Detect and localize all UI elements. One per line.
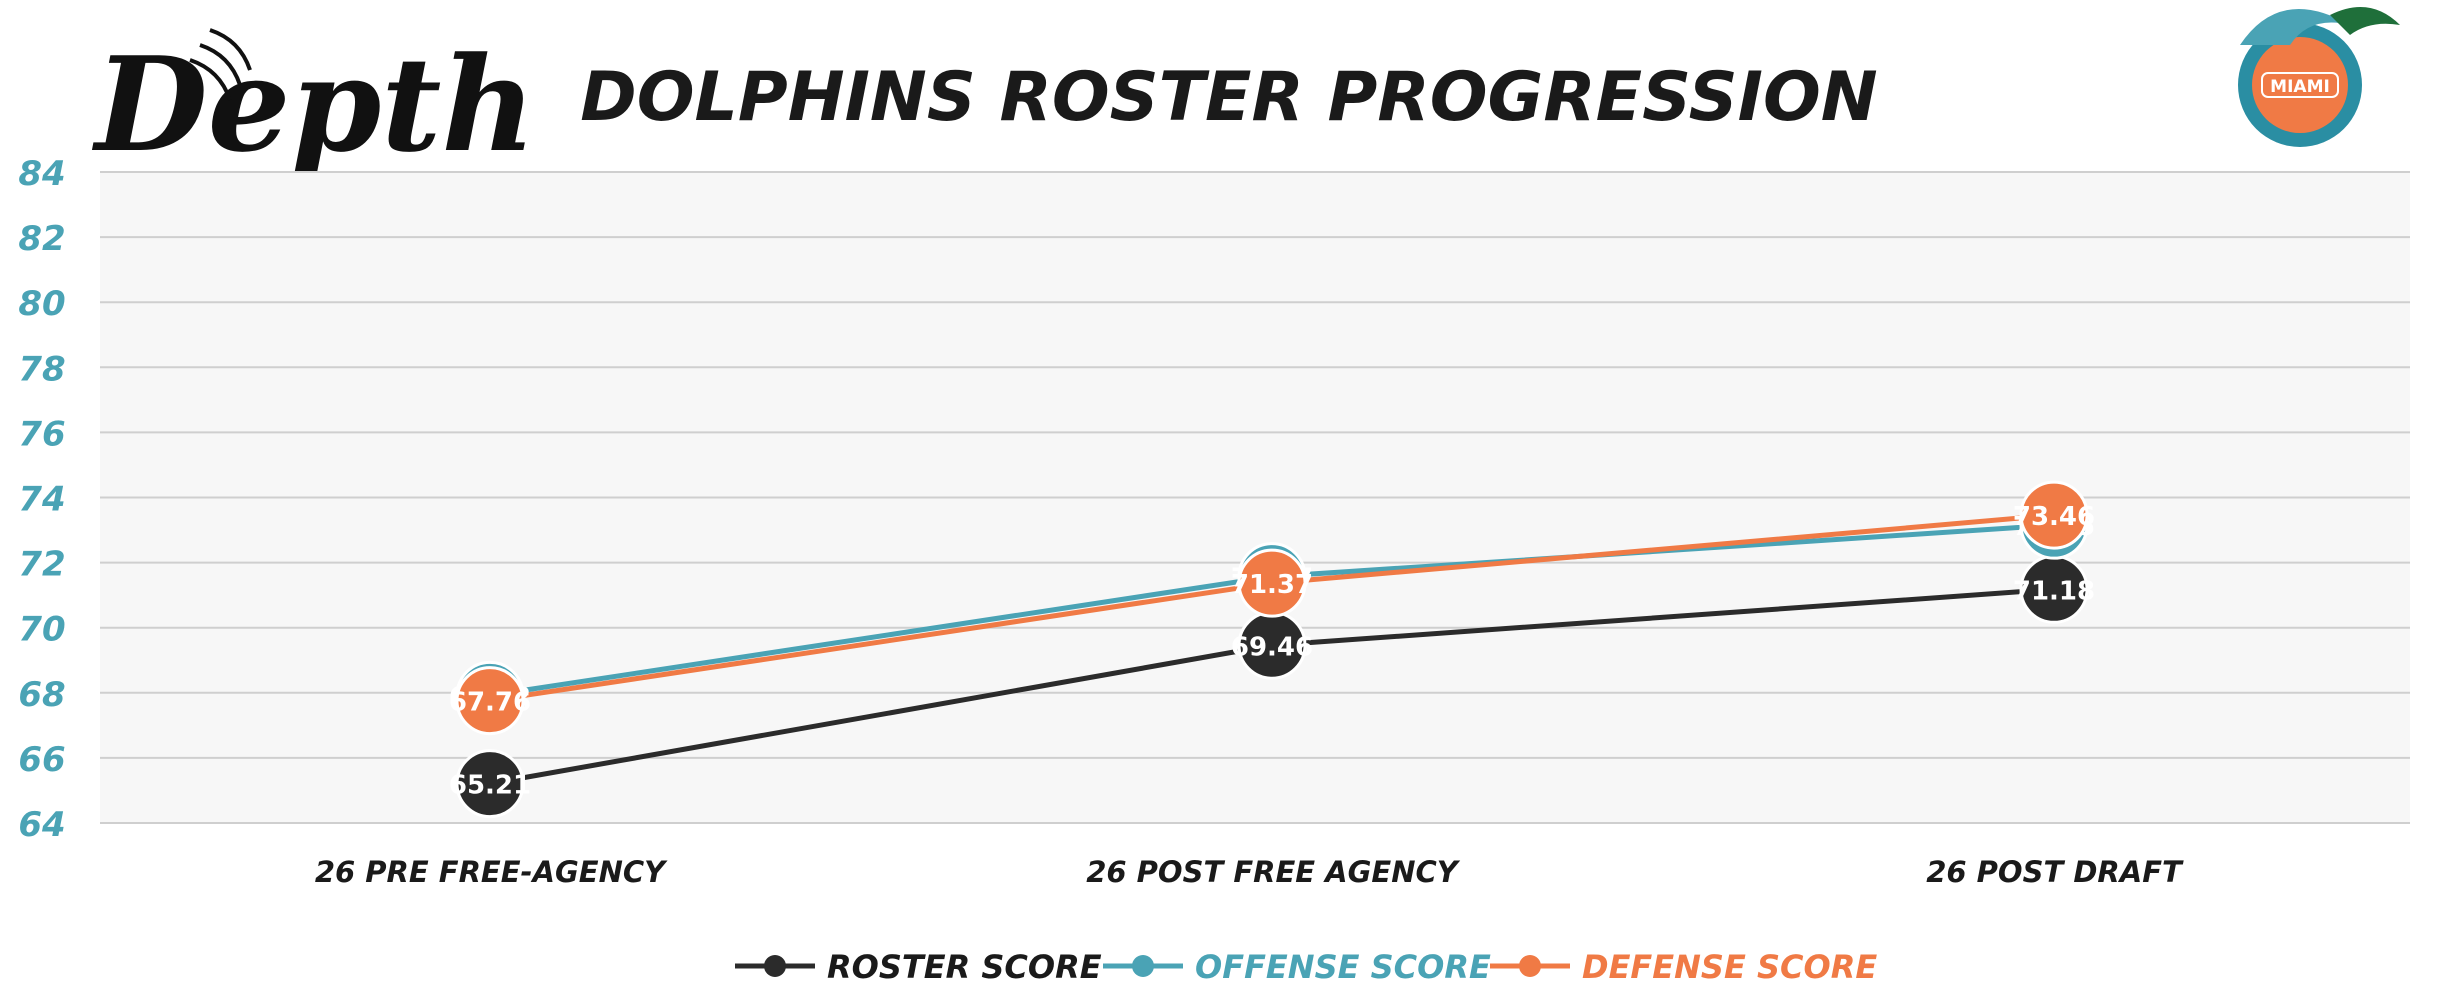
y-tick-label: 68 bbox=[18, 675, 65, 715]
plot-area: 64 66 68 70 72 74 76 78 80 82 84 26 PRE FREE-AGENCY… bbox=[18, 154, 2410, 889]
y-tick-label: 80 bbox=[18, 284, 65, 324]
y-tick-label: 64 bbox=[18, 805, 65, 845]
y-tick-label: 78 bbox=[18, 349, 65, 389]
legend-label: DEFENSE SCORE bbox=[1582, 948, 1877, 986]
data-point bbox=[455, 749, 525, 819]
y-tick-label: 74 bbox=[18, 480, 65, 520]
x-tick-label: 26 POST FREE AGENCY bbox=[1086, 855, 1461, 889]
data-point bbox=[455, 666, 525, 736]
y-tick-label: 70 bbox=[18, 610, 65, 650]
x-tick-label: 26 PRE FREE-AGENCY bbox=[315, 855, 668, 889]
data-label: 69.46 bbox=[1231, 632, 1313, 662]
legend-marker bbox=[764, 955, 786, 977]
legend-marker bbox=[1132, 955, 1154, 977]
legend-marker bbox=[1519, 955, 1541, 977]
data-label: 71.37 bbox=[1231, 570, 1313, 600]
data-label: 65.21 bbox=[449, 771, 531, 801]
y-tick-label: 72 bbox=[18, 545, 65, 585]
svg-text:Depth: Depth bbox=[91, 28, 536, 181]
data-label: 67.76 bbox=[449, 688, 531, 718]
svg-text:MIAMI: MIAMI bbox=[2270, 77, 2330, 97]
legend: ROSTER SCORE OFFENSE SCORE DEFENSE SCORE bbox=[735, 948, 1877, 986]
chart-title: DOLPHINS ROSTER PROGRESSION bbox=[580, 58, 1877, 137]
y-tick-label: 66 bbox=[18, 740, 65, 780]
data-point bbox=[2019, 480, 2089, 550]
y-tick-label: 84 bbox=[18, 154, 65, 194]
x-tick-label: 26 POST DRAFT bbox=[1926, 855, 2184, 889]
depth-logo: Depth bbox=[91, 28, 536, 181]
team-logo: MIAMI bbox=[2238, 7, 2400, 147]
data-point bbox=[1237, 548, 1307, 618]
legend-label: OFFENSE SCORE bbox=[1195, 948, 1491, 986]
data-label: 71.18 bbox=[2013, 576, 2095, 606]
y-tick-label: 76 bbox=[18, 414, 65, 454]
y-tick-label: 82 bbox=[18, 219, 65, 259]
data-label: 73.46 bbox=[2013, 502, 2095, 532]
legend-label: ROSTER SCORE bbox=[827, 948, 1102, 986]
